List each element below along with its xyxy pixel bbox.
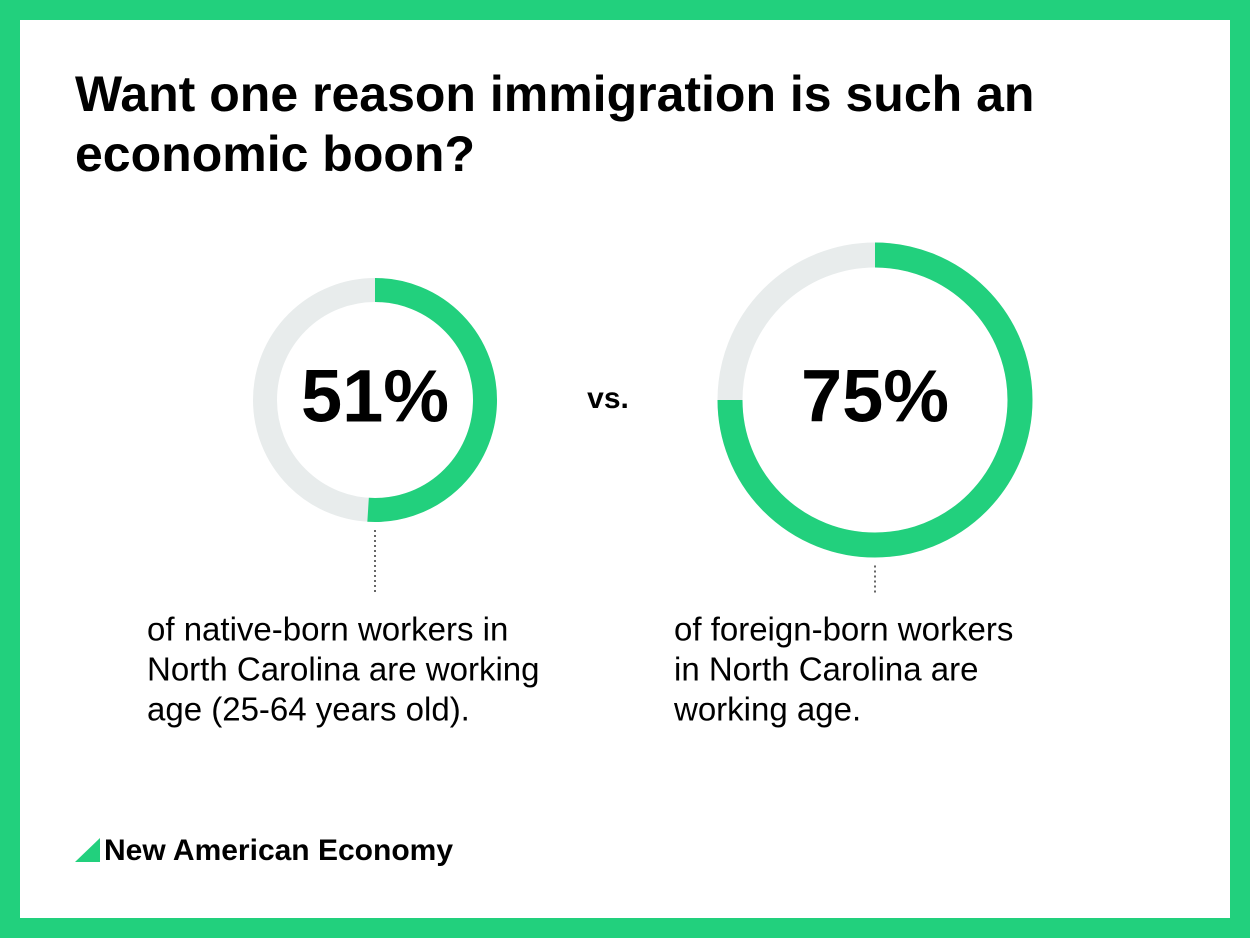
value-label: 51% xyxy=(301,355,449,438)
donut-arc xyxy=(717,242,1033,558)
donut-arc xyxy=(367,278,497,522)
caption-line: North Carolina are working xyxy=(147,651,540,688)
footer: New American Economy xyxy=(104,834,453,867)
separator: vs. xyxy=(587,382,629,415)
caption-line: in North Carolina are xyxy=(674,651,978,688)
title-line: economic boon? xyxy=(75,126,475,182)
caption-line: working age. xyxy=(673,691,861,728)
logo-mark xyxy=(75,838,100,862)
caption-line: of foreign-born workers xyxy=(674,611,1013,648)
title-line: Want one reason immigration is such an xyxy=(75,66,1034,122)
caption-line: age (25-64 years old). xyxy=(147,691,470,728)
value-label: 75% xyxy=(801,355,949,438)
caption-line: of native-born workers in xyxy=(147,611,508,648)
